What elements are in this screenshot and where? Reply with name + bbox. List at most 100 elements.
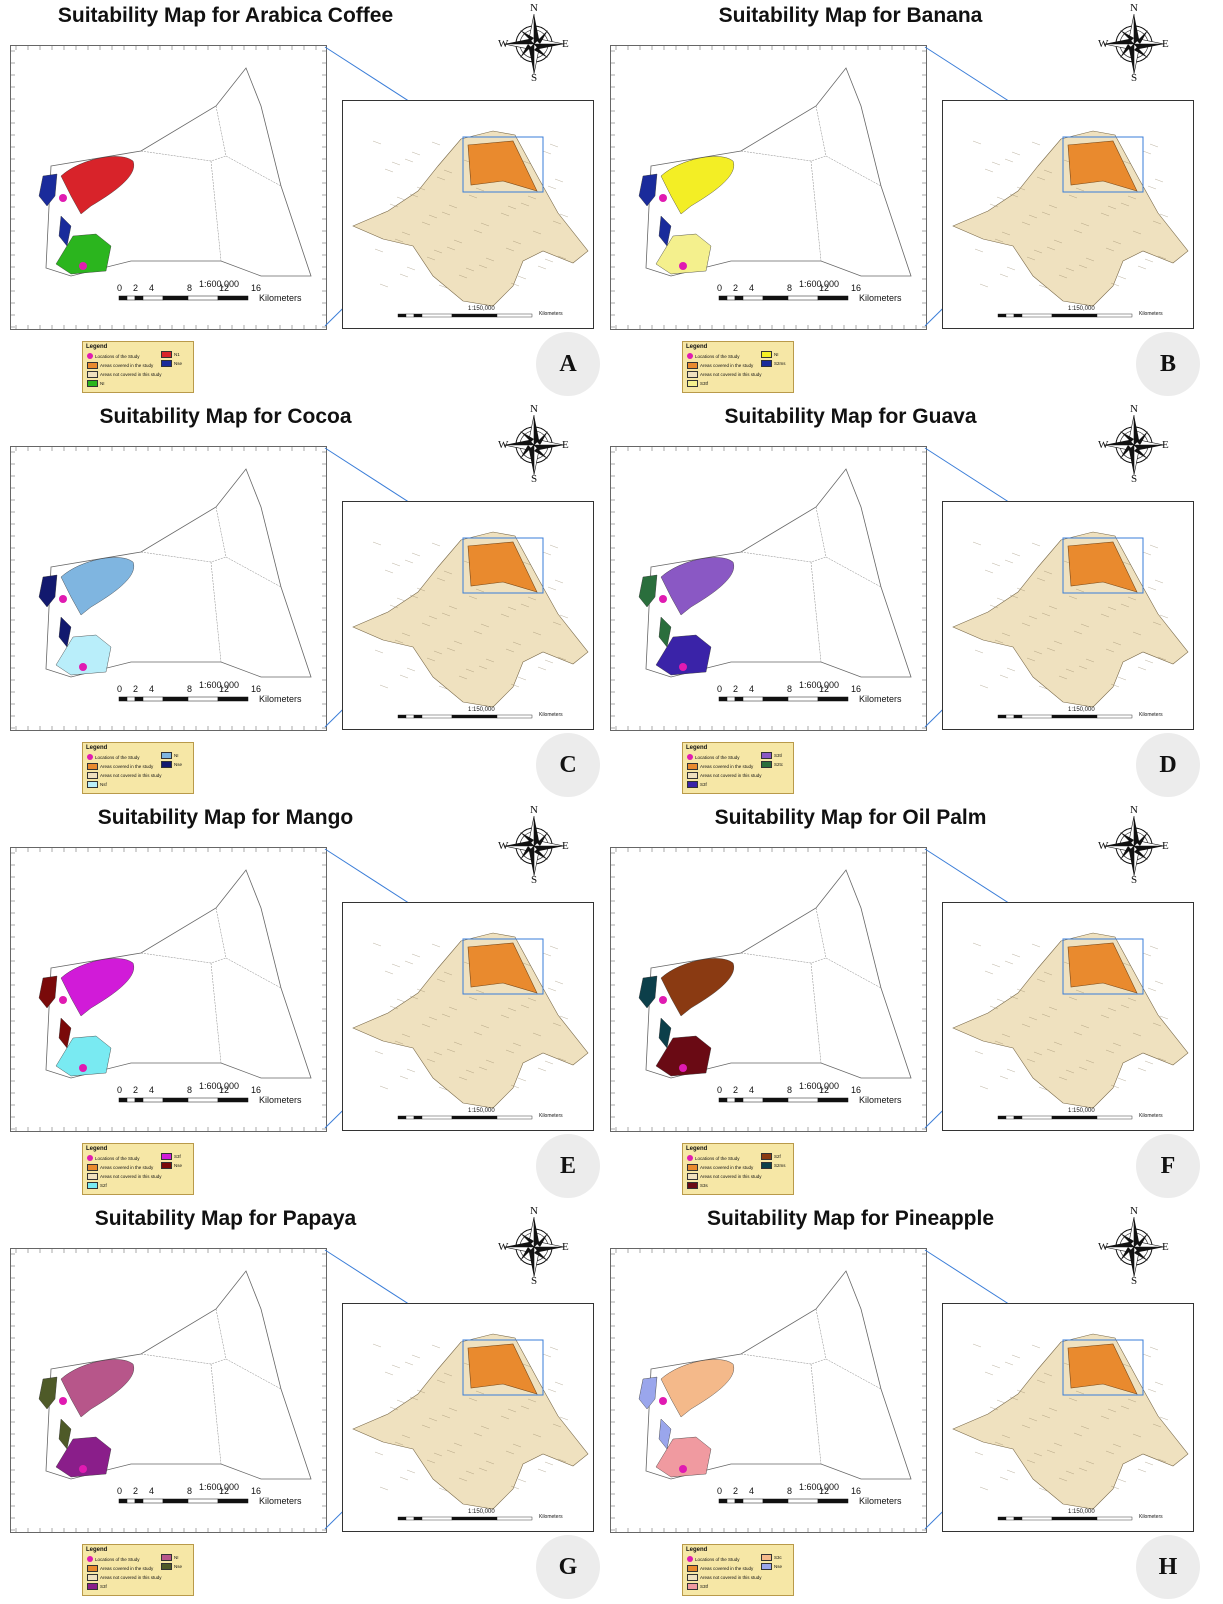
legend-item: NI [161, 1554, 179, 1561]
compass-n-label: N [1130, 1205, 1138, 1217]
inset-scale-unit: Kilometers [1139, 712, 1163, 718]
study-location-marker [679, 1064, 687, 1072]
suitability-zone-coast [38, 1376, 58, 1410]
legend-swatch [687, 1583, 698, 1590]
main-scale-ratio: 1:600,000 [799, 1482, 840, 1492]
legend-swatch [161, 1554, 172, 1561]
compass-w-label: W [1098, 840, 1109, 852]
map-panel: Suitability Map for Papaya N S E W [0, 1203, 611, 1604]
legend-item: Areas covered in the study [87, 1565, 153, 1572]
scale-unit: Kilometers [259, 1496, 302, 1506]
legend-item: S2ms [761, 360, 786, 367]
legend-item: Locations of the Study [87, 1556, 140, 1562]
scale-tick: 4 [149, 1486, 155, 1496]
compass-s-label: S [531, 72, 538, 84]
legend-item: Areas covered in the study [87, 1164, 153, 1171]
scale-unit: Kilometers [859, 293, 902, 303]
legend-swatch [761, 360, 772, 367]
zoom-extent-box [1062, 938, 1144, 995]
scale-tick: 4 [149, 283, 155, 293]
map-panel: Suitability Map for Mango N S E W [0, 802, 611, 1203]
scale-tick: 8 [187, 283, 193, 293]
scale-tick: 2 [133, 1085, 139, 1095]
suitability-zone-upper [660, 156, 734, 215]
legend-title: Legend [686, 1547, 708, 1553]
panel-title: Suitability Map for Arabica Coffee [57, 4, 394, 27]
inset-scale-ratio: 1:150,000 [1068, 1108, 1095, 1114]
compass-s-label: S [1131, 1275, 1138, 1287]
covered-area [1067, 140, 1138, 192]
inset-map: 1:150,000 Kilometers [342, 100, 594, 329]
scale-unit: Kilometers [859, 1496, 902, 1506]
panel-title: Suitability Map for Pineapple [706, 1207, 995, 1230]
legend: Legend Locations of the Study Areas cove… [682, 1143, 794, 1195]
legend-item: Areas not covered in this study [87, 371, 162, 378]
legend-item: S3f [87, 1583, 107, 1590]
legend-swatch [161, 1153, 172, 1160]
study-location-marker [79, 1465, 87, 1473]
legend-swatch [161, 1563, 172, 1570]
inset-scale-unit: Kilometers [539, 311, 563, 317]
suitability-zone-lower [655, 233, 712, 275]
compass-rose-icon [503, 414, 565, 476]
legend-item: Nse [161, 360, 182, 367]
scale-tick: 12 [819, 1085, 830, 1095]
legend-swatch [687, 1565, 698, 1572]
panel-title: Suitability Map for Papaya [94, 1207, 357, 1230]
panel-letter: B [1136, 332, 1200, 396]
legend-swatch [87, 1182, 98, 1189]
compass-rose-icon [503, 1216, 565, 1278]
study-location-marker [659, 595, 667, 603]
panel-letter: E [536, 1134, 600, 1198]
compass: N S E W [498, 804, 569, 886]
scale-tick: 0 [717, 283, 723, 293]
scale-tick: 0 [717, 1486, 723, 1496]
legend-item: Areas covered in the study [87, 763, 153, 770]
legend-swatch [87, 380, 98, 387]
legend-swatch [687, 371, 698, 378]
legend-item: S3c [761, 1554, 782, 1561]
legend-swatch [161, 752, 172, 759]
scale-tick: 8 [787, 1486, 793, 1496]
legend-swatch [761, 351, 772, 358]
legend-title: Legend [86, 1146, 108, 1152]
map-panel: Suitability Map for Cocoa N S E W [0, 401, 611, 802]
scale-tick: 16 [251, 1085, 262, 1095]
legend-item: Areas not covered in this study [87, 1173, 162, 1180]
compass: N S E W [1098, 2, 1169, 84]
zoom-extent-box [462, 136, 544, 193]
compass-e-label: E [562, 439, 569, 451]
legend-item: Areas not covered in this study [687, 371, 762, 378]
legend-swatch [687, 380, 698, 387]
legend-swatch [161, 761, 172, 768]
legend-item: S3f [687, 781, 707, 788]
compass-rose-icon [503, 815, 565, 877]
study-location-marker [679, 663, 687, 671]
compass-n-label: N [530, 403, 538, 415]
legend-item: Locations of the Study [687, 353, 740, 359]
scale-tick: 0 [117, 1486, 123, 1496]
main-map: 1:600,000 0 2 4 8 12 16 Kilometers [10, 45, 327, 330]
legend-item: Areas not covered in this study [687, 1574, 762, 1581]
panel-letter: A [536, 332, 600, 396]
legend-title: Legend [686, 1146, 708, 1152]
panel-letter: D [1136, 733, 1200, 797]
legend-title: Legend [686, 745, 708, 751]
scale-tick: 4 [149, 1085, 155, 1095]
legend-swatch [87, 1173, 98, 1180]
zoom-extent-box [462, 537, 544, 594]
suitability-zone-coast [638, 574, 658, 608]
suitability-zone-upper [60, 1359, 134, 1418]
legend-item: Areas not covered in this study [87, 1574, 162, 1581]
map-panel: Suitability Map for Oil Palm N S E W [600, 802, 1211, 1203]
legend-item: Locations of the Study [687, 1155, 740, 1161]
legend-item: S2f [761, 1153, 781, 1160]
legend-swatch [687, 1164, 698, 1171]
legend-swatch [87, 1565, 98, 1572]
scale-tick: 8 [187, 684, 193, 694]
compass-w-label: W [1098, 1241, 1109, 1253]
scale-tick: 2 [133, 684, 139, 694]
legend-item: N1 [161, 351, 180, 358]
scale-tick: 2 [733, 1085, 739, 1095]
compass-e-label: E [1162, 38, 1169, 50]
